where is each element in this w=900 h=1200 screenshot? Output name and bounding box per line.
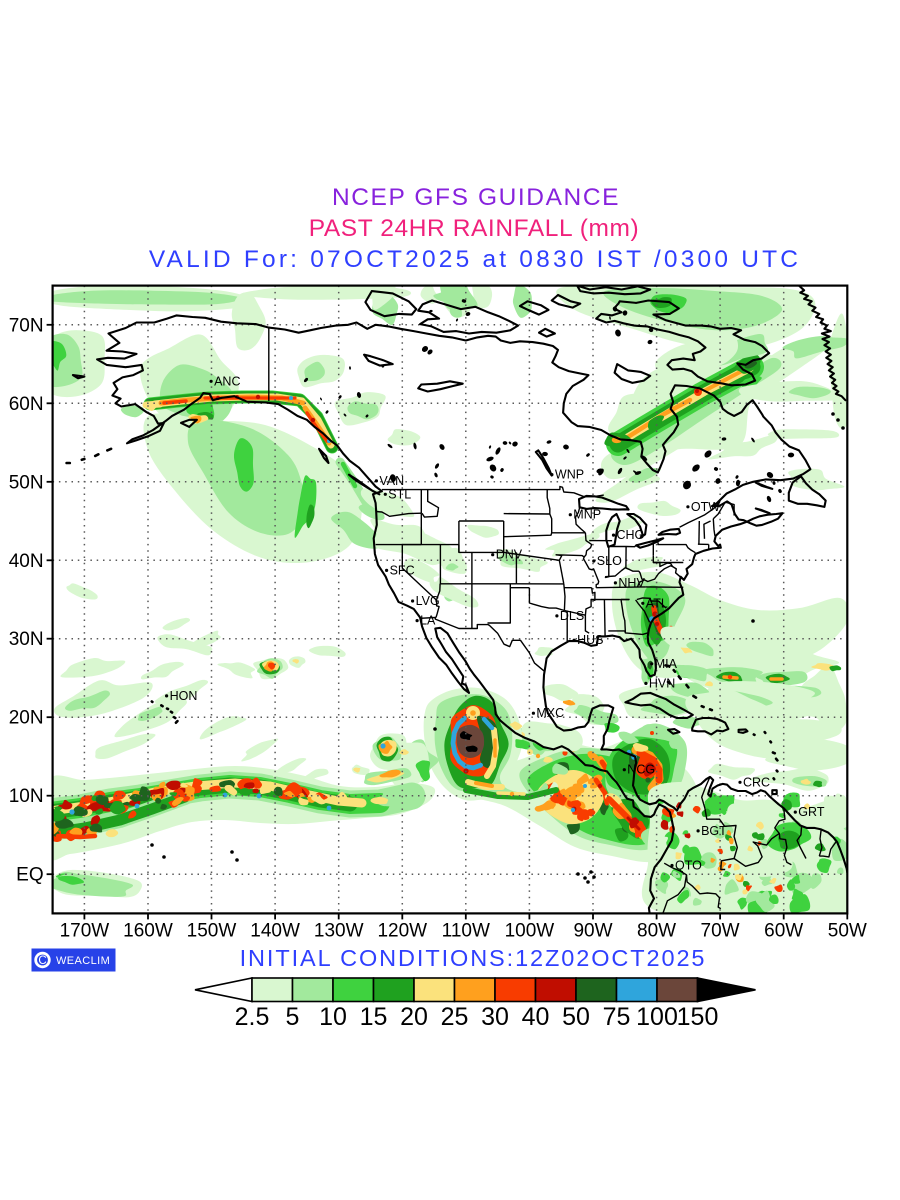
svg-text:HUS: HUS xyxy=(577,633,603,647)
svg-text:BGT: BGT xyxy=(701,824,727,838)
svg-text:HVN: HVN xyxy=(649,676,675,690)
svg-text:150: 150 xyxy=(677,1003,719,1031)
svg-text:160W: 160W xyxy=(123,920,173,941)
svg-text:75: 75 xyxy=(603,1003,631,1031)
svg-text:WNP: WNP xyxy=(555,468,584,482)
svg-text:80W: 80W xyxy=(637,920,676,941)
svg-text:PAST 24HR RAINFALL (mm): PAST 24HR RAINFALL (mm) xyxy=(309,215,640,242)
svg-text:INITIAL CONDITIONS:12Z02OCT202: INITIAL CONDITIONS:12Z02OCT2025 xyxy=(240,945,707,971)
svg-text:70N: 70N xyxy=(9,315,44,336)
svg-text:SFC: SFC xyxy=(390,563,415,577)
svg-text:VAN: VAN xyxy=(379,474,404,488)
svg-text:170W: 170W xyxy=(60,920,110,941)
svg-text:2.5: 2.5 xyxy=(235,1003,270,1031)
svg-text:20N: 20N xyxy=(9,708,44,729)
svg-text:DLS: DLS xyxy=(560,609,584,623)
svg-text:20: 20 xyxy=(400,1003,428,1031)
svg-text:GRT: GRT xyxy=(798,805,825,819)
svg-text:MNP: MNP xyxy=(573,508,601,522)
svg-text:50: 50 xyxy=(562,1003,590,1031)
svg-text:5: 5 xyxy=(286,1003,300,1031)
svg-text:C: C xyxy=(38,955,46,967)
svg-text:100: 100 xyxy=(636,1003,678,1031)
svg-text:90W: 90W xyxy=(573,920,612,941)
svg-text:ANC: ANC xyxy=(214,374,240,388)
svg-text:70W: 70W xyxy=(701,920,740,941)
svg-text:DNV: DNV xyxy=(496,548,523,562)
svg-text:CRC: CRC xyxy=(743,775,770,789)
svg-text:60N: 60N xyxy=(9,394,44,415)
svg-text:100W: 100W xyxy=(505,920,555,941)
svg-text:30: 30 xyxy=(481,1003,509,1031)
svg-text:60W: 60W xyxy=(764,920,803,941)
svg-text:40: 40 xyxy=(522,1003,550,1031)
svg-text:MIA: MIA xyxy=(655,657,678,671)
svg-text:40N: 40N xyxy=(9,551,44,572)
svg-text:30N: 30N xyxy=(9,629,44,650)
svg-text:OTW: OTW xyxy=(691,500,720,514)
svg-text:STL: STL xyxy=(388,487,411,501)
svg-text:NCEP GFS GUIDANCE: NCEP GFS GUIDANCE xyxy=(332,184,620,211)
svg-text:HON: HON xyxy=(170,689,198,703)
svg-text:150W: 150W xyxy=(187,920,237,941)
svg-text:ATL: ATL xyxy=(646,596,668,610)
svg-text:NHV: NHV xyxy=(618,576,645,590)
svg-text:NCG: NCG xyxy=(627,763,655,777)
svg-text:MXC: MXC xyxy=(536,706,564,720)
svg-text:10N: 10N xyxy=(9,786,44,807)
svg-text:LA: LA xyxy=(420,614,436,628)
svg-text:SLO: SLO xyxy=(597,554,622,568)
svg-text:WEACLIM: WEACLIM xyxy=(56,955,110,967)
svg-text:50W: 50W xyxy=(828,920,867,941)
svg-text:10: 10 xyxy=(319,1003,347,1031)
svg-text:50N: 50N xyxy=(9,472,44,493)
svg-text:EQ: EQ xyxy=(16,865,43,886)
svg-text:130W: 130W xyxy=(314,920,364,941)
svg-text:140W: 140W xyxy=(250,920,300,941)
svg-text:25: 25 xyxy=(441,1003,469,1031)
svg-text:110W: 110W xyxy=(442,920,490,941)
svg-text:VALID For: 07OCT2025 at 0830 I: VALID For: 07OCT2025 at 0830 IST /0300 U… xyxy=(149,246,801,273)
svg-text:CHG: CHG xyxy=(617,528,645,542)
svg-text:QTO: QTO xyxy=(675,859,702,873)
svg-text:15: 15 xyxy=(360,1003,388,1031)
svg-text:120W: 120W xyxy=(377,920,427,941)
svg-text:LVG: LVG xyxy=(416,594,440,608)
